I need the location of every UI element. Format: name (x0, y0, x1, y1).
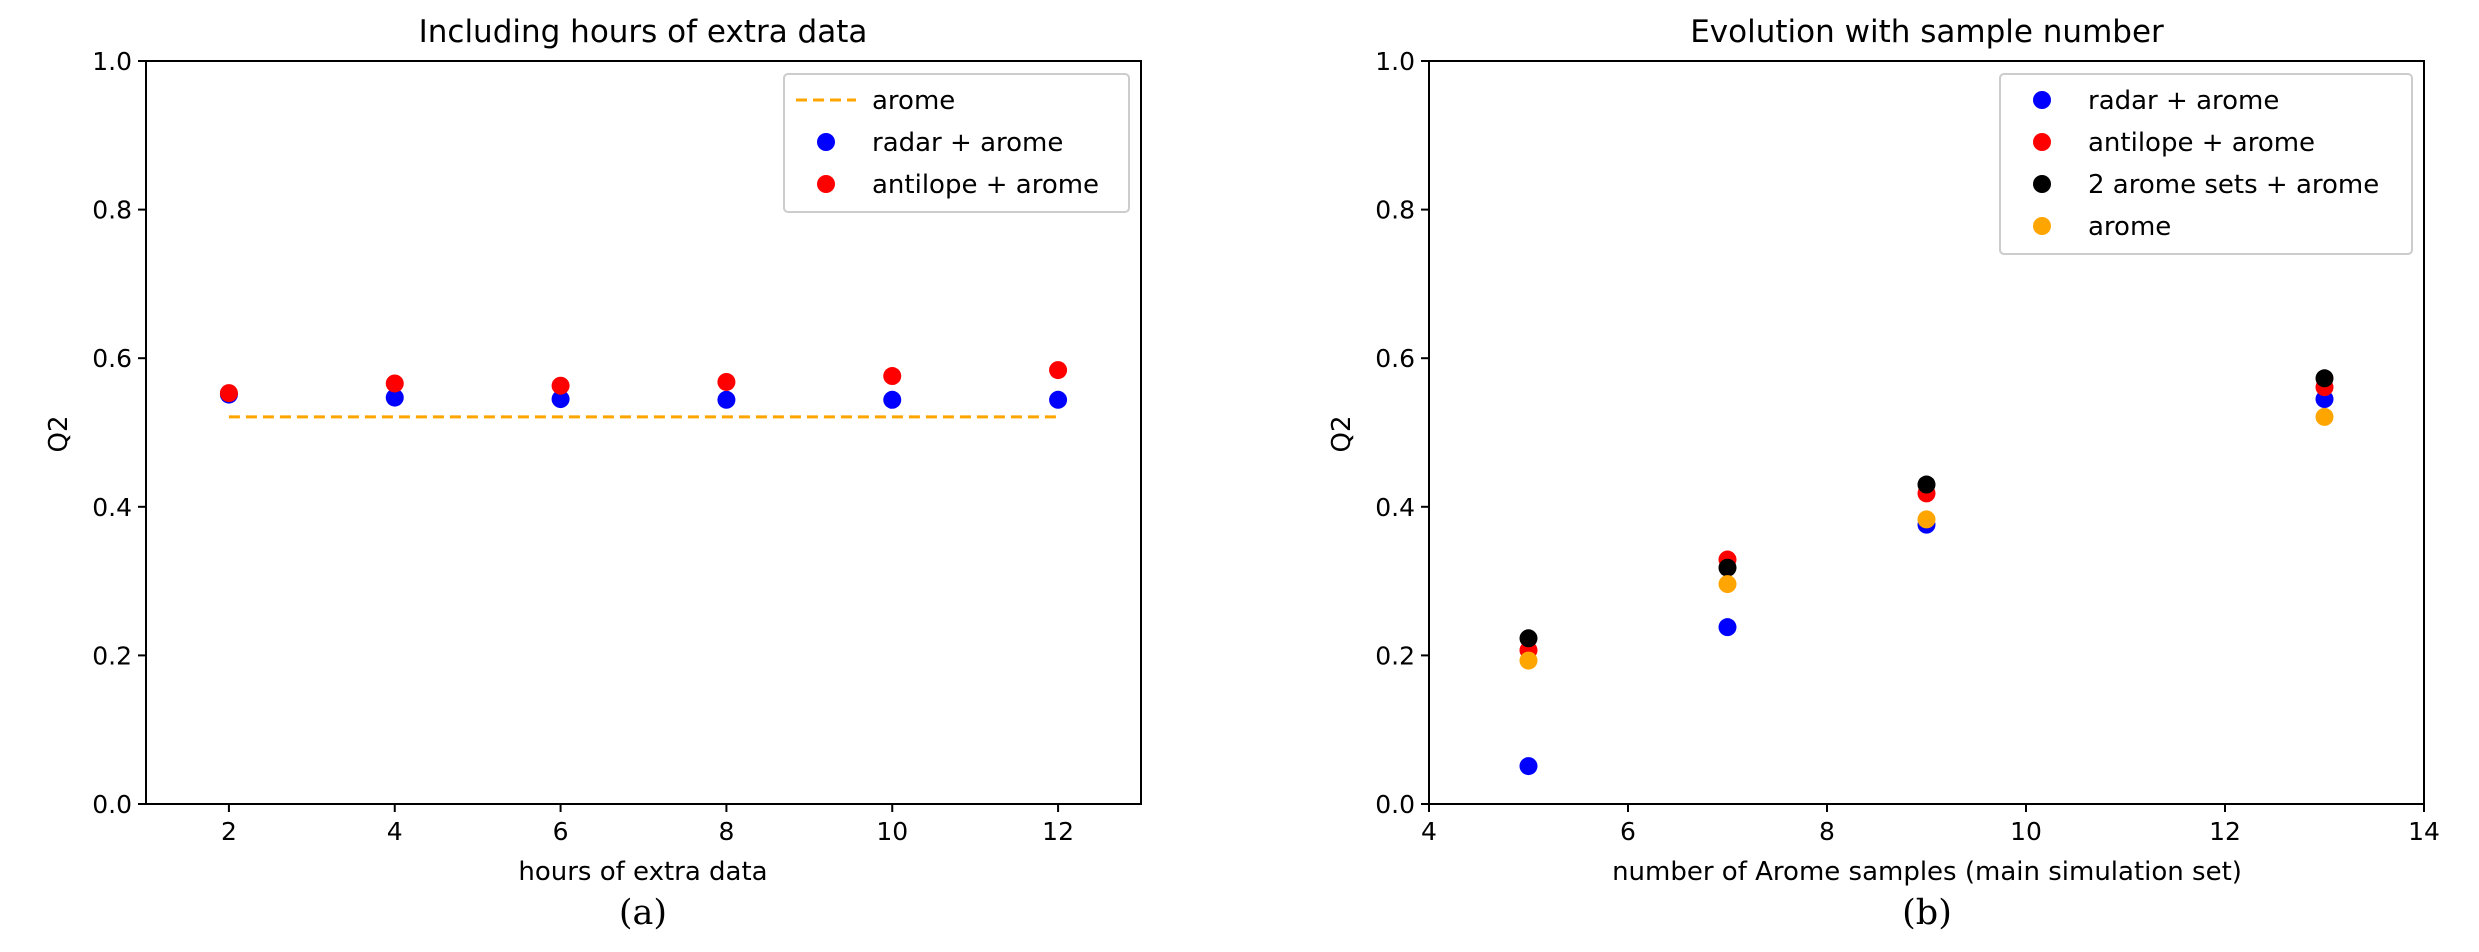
chart-b-ytick-label: 0.6 (1375, 344, 1415, 373)
caption-b: (b) (1902, 893, 1952, 933)
chart-a-xtick-label: 6 (553, 817, 569, 846)
point-arome (1519, 651, 1538, 670)
point-radar-arome (551, 390, 570, 409)
chart-b-xtick-label: 10 (2010, 817, 2042, 846)
legend-label-antilope-arome: antilope + arome (2088, 128, 2315, 158)
point-antilope-arome (717, 372, 736, 391)
chart-a-ytick-label: 0.2 (92, 641, 132, 670)
point-2-arome-sets-arome (1519, 629, 1538, 648)
point-radar-arome (883, 390, 902, 409)
chart-a-ytick-label: 0.8 (92, 196, 132, 225)
point-radar-arome (1519, 757, 1538, 776)
chart-a-legend: arome radar + arome antilope + arome (783, 73, 1130, 213)
legend-swatch-radar-arome (2033, 91, 2051, 109)
point-antilope-arome (385, 374, 404, 393)
point-antilope-arome (883, 367, 902, 386)
chart-b-ticks: 4 6 8 10 12 14 0.0 0.2 0.4 0.6 0.8 1.0 (1375, 47, 2440, 846)
chart-a-ticks: 2 4 6 8 10 12 0.0 0.2 0.4 0.6 0.8 1.0 (92, 47, 1074, 846)
point-radar-arome (717, 390, 736, 409)
point-radar-arome (385, 388, 404, 407)
point-arome (1917, 510, 1936, 529)
legend-swatch-2-arome-sets-arome (2033, 175, 2051, 193)
chart-a-xtick-label: 2 (221, 817, 237, 846)
chart-b-legend: radar + arome antilope + arome 2 arome set… (1999, 73, 2413, 255)
caption-a: (a) (618, 893, 668, 933)
chart-a-ylabel: Q2 (44, 415, 74, 452)
point-antilope-arome (219, 384, 238, 403)
chart-a-xtick-label: 4 (387, 817, 403, 846)
chart-b-xtick-label: 12 (2209, 817, 2241, 846)
point-2-arome-sets-arome (1718, 558, 1737, 577)
chart-a: Including hours of extra data hours of e… (44, 14, 1142, 887)
chart-a-marks (219, 361, 1068, 419)
chart-b-xtick-label: 14 (2408, 817, 2440, 846)
chart-b-xlabel: number of Arome samples (main simulation… (1612, 857, 2242, 887)
chart-a-xlabel: hours of extra data (518, 857, 767, 887)
point-radar-arome (1718, 618, 1737, 637)
chart-b-ytick-label: 1.0 (1375, 47, 1415, 76)
legend-swatch-antilope-arome (2033, 133, 2051, 151)
point-2-arome-sets-arome (1917, 475, 1936, 494)
point-antilope-arome (551, 376, 570, 395)
chart-b-xtick-label: 8 (1819, 817, 1835, 846)
chart-b-xtick-label: 6 (1620, 817, 1636, 846)
legend-swatch-arome (2033, 217, 2051, 235)
legend-label-radar-arome: radar + arome (2088, 86, 2279, 116)
chart-a-ytick-label: 1.0 (92, 47, 132, 76)
legend-label-radar-arome: radar + arome (872, 128, 1063, 158)
chart-b-xtick-label: 4 (1421, 817, 1437, 846)
chart-b-frame (1428, 60, 2425, 805)
chart-b-ytick-label: 0.2 (1375, 641, 1415, 670)
legend-label-arome: arome (2088, 212, 2171, 242)
chart-a-xtick-label: 8 (718, 817, 734, 846)
chart-a-frame (145, 60, 1142, 805)
chart-a-ytick-label: 0.6 (92, 344, 132, 373)
point-arome (1718, 575, 1737, 594)
legend-swatch-antilope-arome (817, 175, 835, 193)
legend-label-2-arome-sets-arome: 2 arome sets + arome (2088, 170, 2379, 200)
chart-b-marks (1519, 369, 2334, 776)
point-antilope-arome (1049, 361, 1068, 380)
chart-a-legend-box (783, 73, 1130, 213)
point-2-arome-sets-arome (2315, 369, 2334, 388)
chart-b-title: Evolution with sample number (1690, 14, 2164, 50)
chart-a-ytick-label: 0.4 (92, 493, 132, 522)
chart-a-ytick-label: 0.0 (92, 790, 132, 819)
point-radar-arome (1049, 390, 1068, 409)
chart-b-ytick-label: 0.4 (1375, 493, 1415, 522)
chart-a-xtick-label: 10 (876, 817, 908, 846)
chart-b-ytick-label: 0.8 (1375, 196, 1415, 225)
chart-b-legend-box (1999, 73, 2413, 255)
chart-b-ylabel: Q2 (1327, 415, 1357, 452)
chart-a-title: Including hours of extra data (419, 14, 868, 50)
legend-label-arome: arome (872, 86, 955, 116)
chart-b: Evolution with sample number number of A… (1327, 14, 2440, 887)
point-arome (2315, 407, 2334, 426)
chart-a-xtick-label: 12 (1042, 817, 1074, 846)
legend-label-antilope-arome: antilope + arome (872, 170, 1099, 200)
chart-b-ytick-label: 0.0 (1375, 790, 1415, 819)
legend-swatch-radar-arome (817, 133, 835, 151)
